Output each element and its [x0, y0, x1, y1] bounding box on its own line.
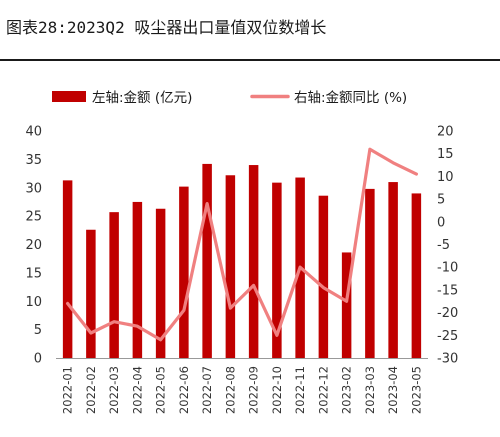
x-axis-tick-label: 2023-03 — [363, 366, 377, 414]
left-axis-tick-label: 35 — [25, 153, 42, 168]
x-axis-tick-label: 2022-02 — [84, 366, 98, 414]
right-axis-tick-label: 15 — [437, 147, 454, 162]
left-axis-tick-label: 25 — [25, 210, 42, 225]
right-axis-tick-label: -25 — [437, 329, 458, 344]
left-axis: 0 5 10 15 20 25 30 35 40 — [25, 125, 42, 367]
left-axis-tick-label: 0 — [34, 352, 42, 367]
left-axis-tick-label: 20 — [25, 238, 42, 253]
right-axis-tick-label: -10 — [437, 261, 458, 276]
x-axis-tick-label: 2022-07 — [200, 366, 214, 414]
x-axis-tick-label: 2023-02 — [340, 366, 354, 414]
bar — [202, 163, 212, 358]
x-axis-tick-label: 2022-05 — [154, 366, 168, 414]
legend-label-bar: 左轴:金额 (亿元) — [92, 90, 192, 106]
legend: 左轴:金额 (亿元) 右轴:金额同比 (%) — [52, 90, 407, 106]
x-axis-tick-label: 2022-10 — [270, 366, 284, 414]
bar-series — [62, 163, 422, 358]
bar — [86, 229, 96, 358]
x-axis-tick-label: 2023-05 — [409, 366, 423, 414]
x-axis-tick-label: 2022-06 — [177, 366, 191, 414]
right-axis-tick-label: -5 — [437, 238, 450, 253]
x-axis-tick-label: 2022-12 — [316, 366, 330, 414]
legend-label-line: 右轴:金额同比 (%) — [294, 90, 407, 106]
left-axis-tick-label: 5 — [34, 323, 42, 338]
right-axis-tick-label: 0 — [437, 215, 445, 230]
right-axis-tick-label: -20 — [437, 306, 458, 321]
bar — [388, 182, 398, 358]
right-axis-tick-label: 5 — [437, 193, 445, 208]
right-axis: -30 -25 -20 -15 -10 -5 0 5 10 15 20 — [437, 125, 458, 367]
bar — [132, 201, 143, 358]
legend-swatch-bar — [52, 91, 86, 102]
right-axis-tick-label: 20 — [437, 125, 454, 140]
right-axis-tick-label: 10 — [437, 170, 454, 185]
line-series-path — [65, 147, 418, 342]
line-series — [65, 147, 418, 342]
bar — [225, 175, 236, 358]
bar — [272, 182, 282, 358]
right-axis-tick-label: -15 — [437, 283, 458, 298]
bar — [155, 208, 166, 358]
left-axis-tick-label: 40 — [25, 125, 42, 140]
bar — [411, 193, 422, 358]
x-axis-tick-label: 2022-09 — [247, 366, 261, 414]
bar — [109, 212, 119, 358]
left-axis-tick-label: 15 — [25, 266, 42, 281]
x-axis-tick-label: 2022-08 — [223, 366, 237, 414]
bar — [341, 252, 352, 358]
x-axis-tick-label: 2022-01 — [61, 366, 75, 414]
x-axis-tick-label: 2023-04 — [386, 366, 400, 414]
x-axis-tick-label: 2022-03 — [107, 366, 121, 414]
x-axis-tick-label: 2022-11 — [293, 366, 307, 414]
left-axis-tick-label: 10 — [25, 295, 42, 310]
bar — [365, 188, 375, 358]
left-axis-tick-label: 30 — [25, 181, 42, 196]
title-rule — [0, 59, 500, 61]
bar — [179, 186, 189, 358]
bar — [62, 180, 73, 358]
x-axis-tick-label: 2022-04 — [130, 366, 144, 414]
bar — [318, 195, 329, 358]
right-axis-tick-label: -30 — [437, 352, 458, 367]
x-axis: 2022-01 2022-02 2022-03 2022-04 2022-05 2022-… — [56, 358, 428, 414]
chart-title: 图表28:2023Q2 吸尘器出口量值双位数增长 — [6, 18, 327, 37]
bar — [248, 165, 259, 358]
